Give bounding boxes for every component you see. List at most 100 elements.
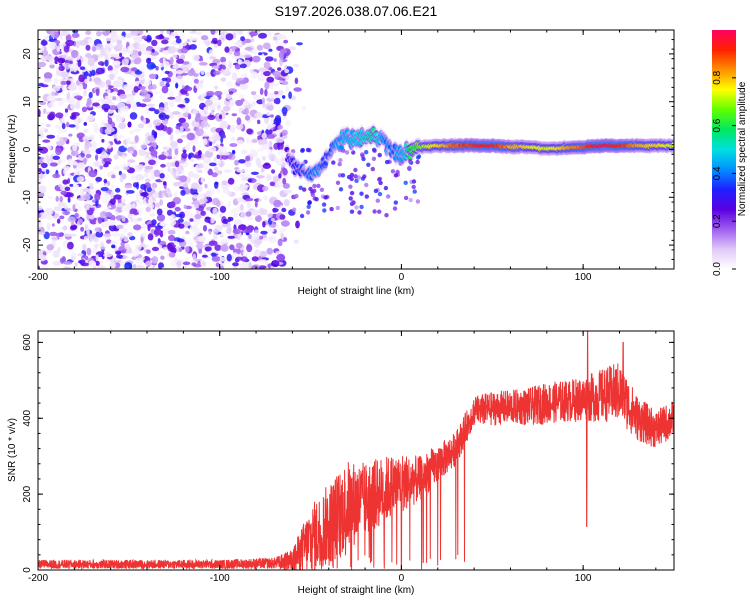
noise-blob <box>257 74 266 81</box>
transition-blob <box>312 188 317 193</box>
noise-blob <box>273 117 282 126</box>
noise-blob <box>171 156 177 160</box>
noise-blob <box>57 127 61 134</box>
noise-blob <box>60 30 70 36</box>
noise-blob <box>95 88 100 96</box>
noise-blob <box>176 168 182 173</box>
noise-blob <box>229 125 236 133</box>
noise-blob <box>63 165 71 171</box>
noise-blob <box>256 175 265 179</box>
noise-blob <box>233 51 241 57</box>
noise-blob <box>58 65 65 72</box>
noise-blob <box>201 254 208 258</box>
transition-blob <box>307 200 312 205</box>
noise-blob <box>110 141 114 146</box>
noise-blob <box>38 172 44 180</box>
noise-blob <box>220 234 224 238</box>
noise-blob <box>214 90 223 97</box>
noise-blob <box>101 103 111 111</box>
noise-blob <box>92 102 100 107</box>
noise-blob <box>273 142 279 150</box>
noise-blob <box>273 58 277 62</box>
noise-blob <box>41 39 48 46</box>
transition-blob <box>340 173 346 178</box>
noise-blob <box>85 204 90 211</box>
noise-blob <box>119 250 127 254</box>
noise-blob <box>207 146 217 153</box>
noise-blob <box>144 151 151 156</box>
noise-blob <box>296 42 303 46</box>
noise-blob <box>282 134 288 140</box>
noise-blob <box>133 217 139 224</box>
noise-blob <box>263 70 271 77</box>
noise-blob <box>57 57 66 64</box>
transition-blob <box>302 187 307 192</box>
noise-blob <box>103 157 112 163</box>
noise-blob <box>267 92 276 99</box>
noise-blob <box>250 91 257 96</box>
noise-blob <box>77 197 86 201</box>
noise-blob <box>180 32 185 40</box>
transition-blob <box>372 209 377 214</box>
noise-blob <box>64 108 69 113</box>
noise-blob <box>161 77 168 82</box>
noise-blob <box>146 61 156 70</box>
noise-blob <box>190 182 199 190</box>
noise-blob <box>38 222 43 228</box>
x-tick-label: -200 <box>28 573 48 584</box>
noise-blob <box>50 30 55 38</box>
noise-blob <box>62 137 68 142</box>
y-tick-label: 20 <box>22 48 33 60</box>
noise-blob <box>100 246 106 250</box>
noise-blob <box>245 115 251 121</box>
noise-blob <box>262 186 269 192</box>
noise-blob <box>140 183 147 190</box>
noise-blob <box>38 254 47 262</box>
snr-xlabel: Height of straight line (km) <box>298 585 415 596</box>
noise-blob <box>176 260 182 267</box>
noise-blob <box>214 244 222 251</box>
noise-blob <box>56 135 60 142</box>
noise-blob <box>62 159 66 163</box>
transition-blob <box>292 207 297 212</box>
colorbar-tick-label: 0.0 <box>712 262 723 276</box>
noise-blob <box>228 91 234 95</box>
noise-blob <box>74 262 78 267</box>
noise-blob <box>238 80 247 85</box>
noise-blob <box>71 50 79 58</box>
noise-blob <box>125 33 133 39</box>
noise-blob <box>59 215 65 220</box>
noise-blob <box>183 264 187 269</box>
noise-blob <box>83 89 87 97</box>
noise-blob <box>167 46 176 54</box>
noise-blob <box>235 139 244 146</box>
noise-blob <box>43 72 53 80</box>
transition-blob <box>364 150 369 155</box>
noise-blob <box>104 183 109 188</box>
noise-blob <box>86 228 90 236</box>
noise-blob <box>71 32 80 39</box>
transition-blob <box>349 209 355 214</box>
noise-blob <box>214 85 219 90</box>
noise-blob <box>246 201 251 208</box>
noise-blob <box>251 101 256 107</box>
noise-blob <box>116 135 120 142</box>
transition-blob <box>323 195 328 200</box>
noise-blob <box>104 85 109 90</box>
noise-blob <box>254 112 263 119</box>
transition-blob <box>308 186 313 192</box>
noise-blob <box>244 108 250 116</box>
noise-blob <box>192 54 200 62</box>
noise-blob <box>189 30 197 34</box>
noise-blob <box>114 80 124 88</box>
noise-blob <box>53 206 62 212</box>
x-tick-label: -200 <box>28 272 48 283</box>
noise-blob <box>45 123 51 128</box>
noise-blob <box>116 102 126 110</box>
noise-blob <box>179 126 184 134</box>
noise-blob <box>272 70 281 77</box>
noise-blob <box>45 55 54 61</box>
spectrogram-xlabel: Height of straight line (km) <box>298 286 415 297</box>
transition-blob <box>338 187 344 192</box>
noise-blob <box>227 200 232 207</box>
